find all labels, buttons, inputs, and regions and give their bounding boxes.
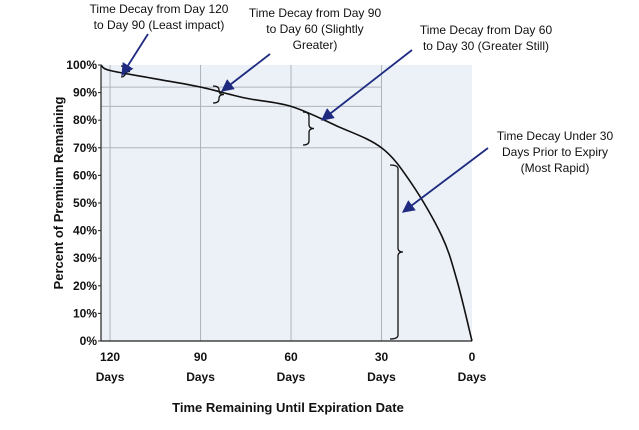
annotation-arrow — [401, 147, 489, 213]
y-tick-label: 90% — [73, 86, 97, 100]
decay-brace — [389, 164, 404, 340]
decay-brace — [212, 85, 225, 104]
premium-decay-curve — [100, 64, 473, 342]
x-tick-label: 60 — [284, 350, 298, 364]
y-tick-label: 80% — [73, 113, 97, 127]
y-tick-label: 30% — [73, 251, 97, 265]
annotation-text: Time Decay Under 30 Days Prior to Expiry (… — [497, 129, 614, 175]
annotation-arrow — [321, 49, 413, 121]
annotation-line: Greater) — [293, 38, 338, 52]
annotation-line: Time Decay from Day 120 — [90, 2, 229, 16]
annotation-arrows — [121, 33, 489, 213]
annotation-labels: Time Decay from Day 120 to Day 90 (Least … — [90, 2, 614, 175]
annotation-line: to Day 30 (Greater Still) — [423, 39, 549, 53]
y-axis-ticks: 0% 10% 20% 30% 40% 50% 60% 70% 80% 90% 100% — [66, 58, 101, 348]
annotation-text: Time Decay from Day 60 to Day 30 (Greater… — [420, 23, 553, 53]
x-tick-label: 30 — [375, 350, 389, 364]
axes — [100, 65, 472, 342]
annotation-arrow — [221, 53, 271, 92]
annotation-line: Time Decay Under 30 — [497, 129, 614, 143]
annotation-line: Days Prior to Expiry — [502, 145, 608, 159]
y-tick-label: 40% — [73, 224, 97, 238]
annotation-arrow — [121, 33, 149, 77]
y-tick-label: 60% — [73, 168, 97, 182]
y-tick-label: 10% — [73, 306, 97, 320]
x-tick-unit: Days — [458, 370, 487, 384]
x-tick-unit: Days — [96, 370, 125, 384]
y-tick-label: 70% — [73, 141, 97, 155]
annotation-text: Time Decay from Day 90 to Day 60 (Slightl… — [249, 6, 382, 52]
x-axis-ticks: 120 Days 90 Days 60 Days 30 Days 0 Days — [96, 350, 487, 384]
x-axis-title: Time Remaining Until Expiration Date — [172, 400, 404, 415]
annotation-text: Time Decay from Day 120 to Day 90 (Least … — [90, 2, 229, 32]
annotation-line: to Day 90 (Least impact) — [94, 18, 225, 32]
gridlines — [101, 65, 383, 341]
x-tick-unit: Days — [367, 370, 396, 384]
x-tick-label: 120 — [100, 350, 120, 364]
annotation-line: Time Decay from Day 90 — [249, 6, 382, 20]
annotation-line: (Most Rapid) — [521, 161, 590, 175]
y-tick-label: 50% — [73, 196, 97, 210]
y-tick-label: 100% — [66, 58, 97, 72]
x-tick-label: 90 — [194, 350, 208, 364]
y-tick-label: 20% — [73, 279, 97, 293]
decay-brace — [302, 111, 315, 146]
x-tick-label: 0 — [469, 350, 476, 364]
x-tick-unit: Days — [186, 370, 215, 384]
annotation-line: Time Decay from Day 60 — [420, 23, 553, 37]
y-axis-title: Percent of Premium Remaining — [51, 97, 66, 290]
annotation-line: to Day 60 (Slightly — [266, 22, 363, 36]
x-tick-unit: Days — [277, 370, 306, 384]
y-tick-label: 0% — [80, 334, 98, 348]
